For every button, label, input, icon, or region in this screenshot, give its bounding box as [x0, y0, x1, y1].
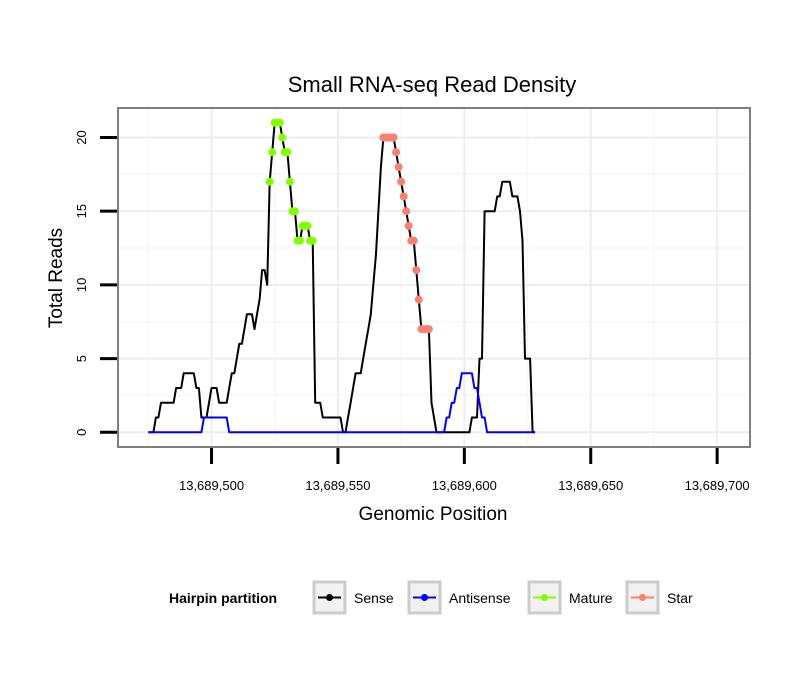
y-tick-label-1: 5 — [74, 355, 89, 362]
star-point-8 — [399, 192, 408, 201]
gridlines — [118, 108, 750, 447]
legend-entry-antisense: Antisense — [407, 580, 511, 615]
legend: Hairpin partition Sense Antisense Mature St… — [169, 580, 693, 615]
x-tick-label-2: 13,689,600 — [432, 478, 497, 493]
mature-point-15 — [303, 221, 312, 230]
x-tick-label-0: 13,689,500 — [179, 478, 244, 493]
star-point-14 — [414, 295, 423, 304]
star-point-10 — [404, 221, 413, 230]
legend-key-dot-1 — [421, 594, 428, 601]
star-point-12 — [409, 236, 418, 245]
legend-entry-sense: Sense — [312, 580, 394, 615]
mature-point-5 — [278, 133, 287, 142]
star-point-7 — [397, 177, 406, 186]
legend-label-star: Star — [667, 590, 693, 606]
mature-point-17 — [308, 236, 317, 245]
mature-point-7 — [283, 148, 292, 157]
plot-panel — [117, 107, 751, 448]
legend-key-dot-2 — [541, 594, 548, 601]
x-tick-label-4: 13,689,700 — [685, 478, 750, 493]
series-line-antisense — [148, 372, 536, 434]
y-tick-label-2: 10 — [74, 278, 89, 292]
star-point-9 — [402, 207, 411, 216]
star-point-4 — [389, 133, 398, 142]
star-point-6 — [394, 163, 403, 171]
y-axis: 0 5 10 15 20 — [74, 130, 117, 436]
y-tick-label-3: 15 — [74, 204, 89, 218]
plot-border — [117, 107, 751, 448]
legend-key-dot-3 — [639, 594, 646, 601]
y-tick-label-0: 0 — [74, 429, 89, 436]
legend-key-dot-0 — [326, 594, 333, 601]
legend-title: Hairpin partition — [169, 590, 277, 606]
mature-point-8 — [285, 177, 294, 186]
star-point-5 — [392, 148, 401, 157]
legend-label-sense: Sense — [354, 590, 394, 606]
star-point-18 — [424, 325, 433, 334]
points-layer — [265, 118, 433, 334]
x-axis: 13,689,500 13,689,550 13,689,600 13,689,650… — [179, 448, 750, 493]
legend-entry-star: Star — [625, 580, 693, 615]
series-layer — [148, 121, 536, 434]
legend-label-mature: Mature — [569, 590, 613, 606]
mature-point-4 — [275, 118, 284, 127]
x-axis-title: Genomic Position — [359, 504, 508, 525]
mature-point-12 — [296, 236, 304, 245]
star-point-13 — [412, 266, 421, 275]
x-tick-label-3: 13,689,650 — [558, 478, 623, 493]
mature-point-10 — [291, 207, 299, 216]
legend-entry-mature: Mature — [527, 580, 613, 615]
legend-label-antisense: Antisense — [449, 590, 511, 606]
y-axis-title: Total Reads — [46, 228, 67, 328]
mature-point-1 — [268, 148, 277, 157]
chart-title: Small RNA-seq Read Density — [288, 72, 577, 97]
y-tick-label-4: 20 — [74, 130, 89, 144]
mature-point-0 — [265, 177, 274, 186]
x-tick-label-1: 13,689,550 — [305, 478, 370, 493]
